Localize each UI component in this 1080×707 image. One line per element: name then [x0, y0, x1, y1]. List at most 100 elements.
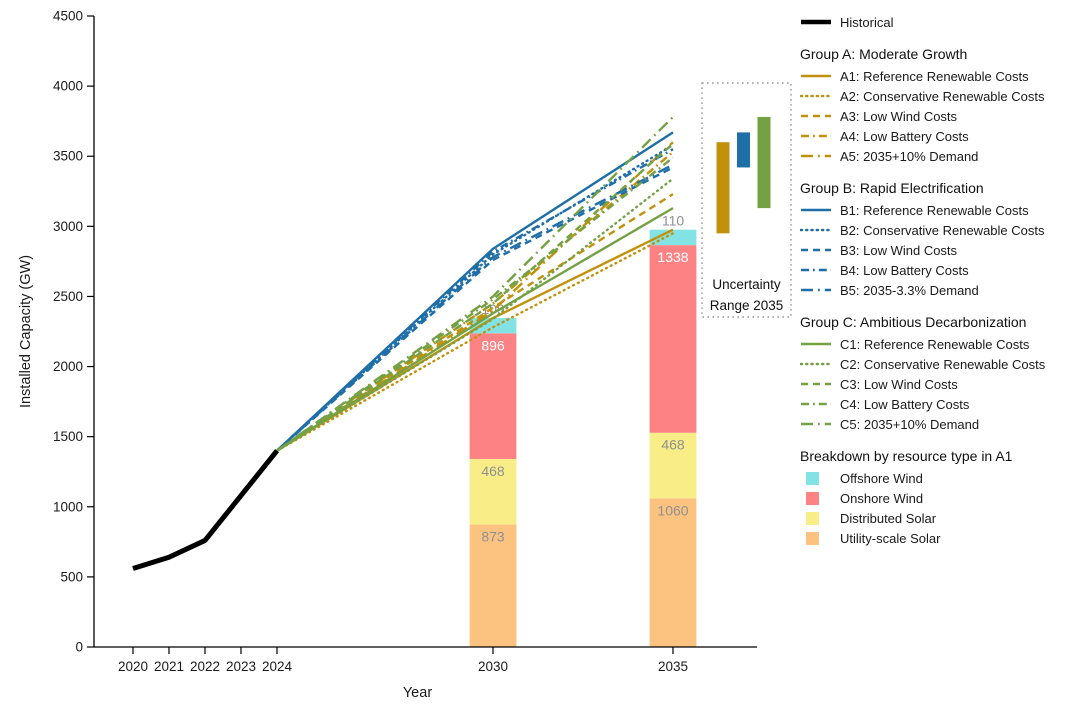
legend-swatch	[800, 359, 832, 369]
legend-group-header-a: Group A: Moderate Growth	[800, 46, 968, 62]
y-tick-label: 3000	[53, 219, 83, 234]
y-tick-label: 0	[75, 640, 83, 655]
legend-color-swatch	[806, 531, 819, 545]
legend-label-c3: C3: Low Wind Costs	[840, 376, 958, 392]
legend-label-c1: C1: Reference Renewable Costs	[840, 336, 1030, 352]
legend-label-b3: B3: Low Wind Costs	[840, 242, 958, 258]
legend-swatch	[800, 151, 832, 161]
legend-line-swatch	[801, 208, 831, 212]
series-line-C2	[275, 177, 675, 452]
legend-swatch	[800, 225, 832, 235]
x-tick-label: 2020	[118, 659, 148, 674]
legend-swatch	[800, 71, 832, 81]
legend-item-c3: C3: Low Wind Costs	[800, 374, 1076, 394]
legend-line-swatch	[801, 248, 831, 252]
x-tick-label: 2024	[262, 659, 293, 674]
legend-label-b5: B5: 2035-3.3% Demand	[840, 282, 979, 298]
bar-segment-2030-onshore-wind	[469, 333, 517, 459]
legend-item-historical: Historical	[800, 12, 1076, 32]
y-tick-label: 3500	[53, 149, 83, 164]
legend-item-utility-scale-solar: Utility-scale Solar	[800, 528, 1076, 548]
legend-panel: Historical Group A: Moderate Growth A1: Re…	[800, 12, 1076, 548]
legend-swatch	[800, 245, 832, 255]
legend-line-swatch	[801, 382, 831, 386]
uncertainty-box: Uncertainty Range 2035	[701, 82, 792, 318]
series-line-B5	[276, 163, 674, 452]
uncertainty-bar-b	[737, 132, 750, 168]
bar-segment-2035-utility-scale-solar	[649, 498, 697, 647]
bar-value-label-2035: 1338	[657, 249, 688, 265]
legend-group-header-c: Group C: Ambitious Decarbonization	[800, 314, 1027, 330]
legend-item-onshore-wind: Onshore Wind	[800, 488, 1076, 508]
y-tick-label: 500	[60, 569, 83, 584]
x-tick-label: 2021	[154, 659, 184, 674]
legend-item-distributed-solar: Distributed Solar	[800, 508, 1076, 528]
y-tick-label: 2500	[53, 289, 83, 304]
bar-value-label-2035: 1060	[657, 502, 688, 518]
bar-value-label-2030: 873	[481, 529, 505, 545]
bar-value-label-2030: 468	[481, 463, 505, 479]
uncertainty-bar-c	[757, 116, 771, 209]
x-axis-title: Year	[403, 685, 432, 701]
legend-item-c1: C1: Reference Renewable Costs	[800, 334, 1076, 354]
legend-swatch	[800, 111, 832, 121]
legend-label-onshore-wind: Onshore Wind	[840, 490, 924, 506]
historical-line	[132, 449, 279, 571]
legend-label-b4: B4: Low Battery Costs	[840, 262, 969, 278]
x-tick-label: 2035	[658, 659, 688, 674]
series-line-C5	[276, 116, 674, 452]
legend-line-swatch	[801, 74, 831, 78]
legend-label-c5: C5: 2035+10% Demand	[840, 416, 980, 432]
legend-item-b1: B1: Reference Renewable Costs	[800, 200, 1076, 220]
series-line-C3	[276, 142, 674, 452]
legend-swatch	[800, 419, 832, 429]
uncertainty-label-line2: Range 2035	[710, 298, 784, 313]
legend-label-a2: A2: Conservative Renewable Costs	[840, 88, 1045, 104]
legend-label-a1: A1: Reference Renewable Costs	[840, 68, 1029, 84]
legend-item-b2: B2: Conservative Renewable Costs	[800, 220, 1076, 240]
legend-label-utility-scale-solar: Utility-scale Solar	[840, 530, 941, 546]
y-tick-label: 1000	[53, 499, 83, 514]
legend-swatch	[800, 205, 832, 215]
series-line-B4	[276, 148, 674, 452]
uncertainty-label-line1: Uncertainty	[712, 277, 781, 292]
bar-segment-2030-distributed-solar	[469, 458, 517, 525]
legend-label-offshore-wind: Offshore Wind	[840, 470, 923, 486]
y-tick-label: 4500	[53, 9, 83, 24]
legend-line-swatch	[801, 114, 831, 118]
bar-value-label-2030: 896	[481, 337, 505, 353]
uncertainty-bar-a	[716, 142, 730, 234]
legend-swatch	[800, 91, 832, 101]
legend-item-b5: B5: 2035-3.3% Demand	[800, 280, 1076, 300]
legend-item-c4: C4: Low Battery Costs	[800, 394, 1076, 414]
legend-line-swatch	[801, 134, 831, 138]
legend-label-a5: A5: 2035+10% Demand	[840, 148, 979, 164]
legend-group-header-b: Group B: Rapid Electrification	[800, 180, 984, 196]
legend-line-swatch	[801, 19, 831, 25]
legend-line-swatch	[801, 268, 831, 272]
x-tick-label: 2023	[226, 659, 256, 674]
legend-swatch	[800, 131, 832, 141]
x-tick-label: 2022	[190, 659, 220, 674]
series-line-A2	[275, 232, 675, 452]
y-axis-title: Installed Capacity (GW)	[18, 255, 34, 408]
legend-swatch	[800, 17, 832, 27]
legend-label-b1: B1: Reference Renewable Costs	[840, 202, 1029, 218]
legend-item-c2: C2: Conservative Renewable Costs	[800, 354, 1076, 374]
legend-label-b2: B2: Conservative Renewable Costs	[840, 222, 1045, 238]
bar-segment-2035-onshore-wind	[649, 245, 697, 433]
legend-color-swatch	[806, 491, 819, 505]
bar-segment-2035-distributed-solar	[649, 432, 697, 499]
y-tick-label: 2000	[53, 359, 83, 374]
legend-swatch	[800, 265, 832, 275]
uncertainty-box-border	[701, 82, 792, 318]
legend-swatch	[800, 379, 832, 389]
capacity-plot: 8734688961091060468133811005001000150020…	[18, 9, 792, 701]
legend-line-swatch	[801, 154, 831, 158]
series-line-B1	[276, 131, 674, 452]
legend-line-swatch	[800, 94, 832, 98]
legend-item-offshore-wind: Offshore Wind	[800, 468, 1076, 488]
legend-label-a4: A4: Low Battery Costs	[840, 128, 969, 144]
y-tick-label: 4000	[53, 79, 83, 94]
